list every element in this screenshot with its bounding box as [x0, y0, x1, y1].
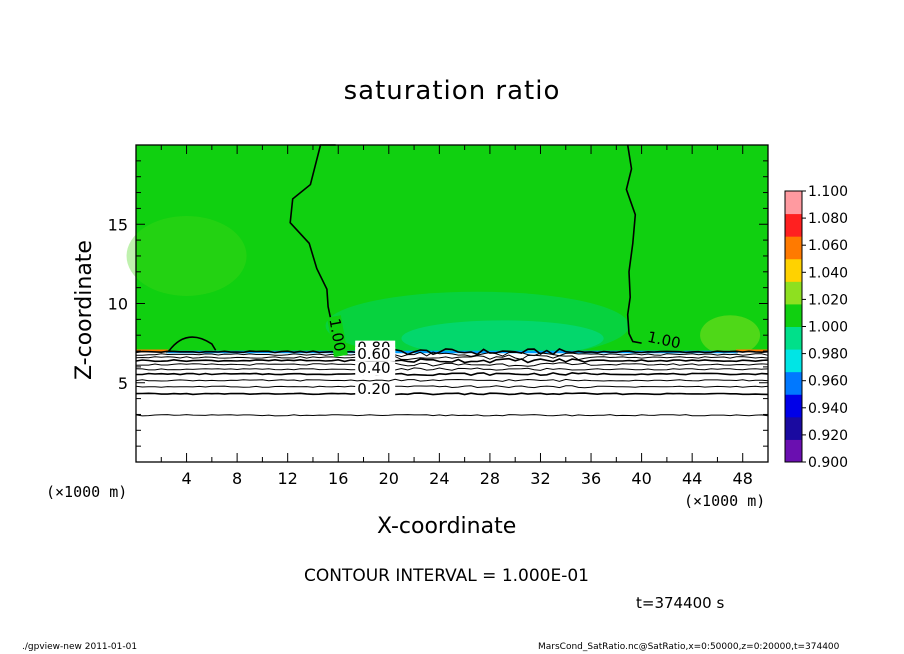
colorbar-swatch — [785, 416, 802, 440]
colorbar-swatch — [785, 191, 802, 215]
y-tick-label: 5 — [118, 374, 128, 393]
x-tick-label: 16 — [328, 469, 348, 488]
x-tick-label: 20 — [379, 469, 399, 488]
colorbar-swatch — [785, 281, 802, 305]
colorbar-swatch — [785, 371, 802, 395]
x-tick-label: 36 — [581, 469, 601, 488]
contour-label-bg — [355, 346, 396, 361]
colorbar-swatch — [785, 303, 802, 327]
colorbar-swatch — [785, 213, 802, 237]
x-tick-label: 32 — [530, 469, 550, 488]
footer-left: ./gpview-new 2011-01-01 — [22, 642, 138, 652]
footer-right: MarsCond_SatRatio.nc@SatRatio,x=0:50000,… — [538, 642, 840, 652]
contour-label: 0.60 — [357, 345, 390, 363]
colorbar-label: 1.040 — [808, 265, 848, 281]
y-tick-label: 15 — [108, 215, 128, 234]
colorbar-label: 0.920 — [808, 428, 848, 444]
chart-title: saturation ratio — [343, 76, 561, 106]
contour-line — [135, 351, 769, 358]
colorbar-swatch — [785, 394, 802, 418]
contour-label-bg — [327, 315, 348, 358]
x-tick-label: 48 — [733, 469, 753, 488]
colorbar-label: 0.900 — [808, 455, 848, 471]
field-lower — [136, 351, 768, 462]
colorbar-swatch — [785, 258, 802, 282]
x-tick-label: 24 — [429, 469, 449, 488]
contour-line — [135, 347, 769, 356]
contour-line-bump — [168, 336, 217, 352]
colorbar-swatch — [785, 349, 802, 373]
contour-label: 1.00 — [325, 317, 349, 353]
colorbar-label: 1.100 — [808, 184, 848, 200]
contour-line — [136, 371, 769, 377]
colorbar-label: 1.060 — [808, 238, 848, 254]
y-axis-label: Z-coordinate — [72, 240, 97, 380]
colorbar-label: 0.960 — [808, 374, 848, 390]
colorbar-swatch — [785, 439, 802, 463]
contour-interval-text: CONTOUR INTERVAL = 1.000E-01 — [304, 566, 589, 586]
contour-line — [135, 357, 769, 364]
contour-line — [135, 385, 769, 389]
contour-label-bg — [355, 381, 396, 396]
x-axis-label: X-coordinate — [377, 514, 517, 539]
time-stamp: t=374400 s — [636, 594, 725, 612]
field-patch — [700, 315, 761, 356]
colorbar-swatch — [785, 236, 802, 260]
x-tick-label: 8 — [232, 469, 242, 488]
x-tick-label: 28 — [480, 469, 500, 488]
contour-label: 0.40 — [357, 359, 390, 377]
colorbar-label: 0.980 — [808, 347, 848, 363]
contour-label: 0.20 — [357, 380, 390, 398]
contour-line — [135, 354, 769, 361]
colorbar-label: 1.020 — [808, 292, 848, 308]
x-tick-label: 4 — [181, 469, 191, 488]
contour-line — [135, 392, 769, 396]
contour-line — [135, 367, 769, 371]
colorbar-label: 0.940 — [808, 401, 848, 417]
colorbar-swatch — [785, 326, 802, 350]
contour-line — [135, 378, 769, 382]
x-unit-label-right: (×1000 m) — [684, 492, 766, 510]
x-tick-label: 40 — [631, 469, 651, 488]
field-patch — [126, 215, 247, 296]
colorbar-label: 1.000 — [808, 320, 848, 336]
contour-label-bg — [644, 329, 687, 352]
contour-line — [135, 414, 769, 417]
x-unit-label-left: (×1000 m) — [46, 483, 128, 501]
y-tick-label: 10 — [108, 295, 128, 314]
contour-label-bg — [355, 361, 396, 376]
colorbar-label: 1.080 — [808, 211, 848, 227]
x-tick-label: 12 — [278, 469, 298, 488]
field-patch — [401, 320, 604, 357]
contour-line-1.00-right — [625, 144, 642, 344]
x-tick-label: 44 — [682, 469, 702, 488]
contour-line — [135, 362, 769, 367]
